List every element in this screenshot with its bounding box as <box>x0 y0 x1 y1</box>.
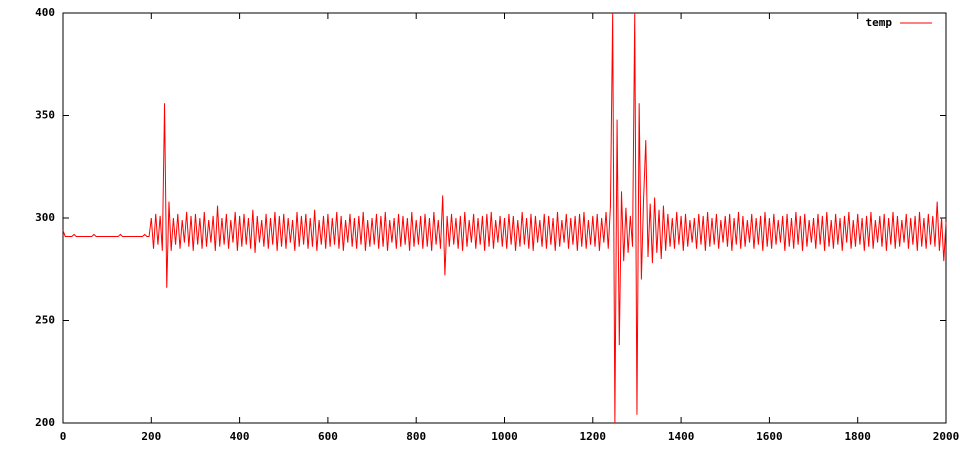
x-tick-label: 1400 <box>668 430 695 443</box>
y-tick-label: 350 <box>35 109 55 122</box>
x-tick-label: 800 <box>406 430 426 443</box>
x-tick-label: 0 <box>60 430 67 443</box>
y-tick-label: 300 <box>35 211 55 224</box>
y-tick-label: 400 <box>35 6 55 19</box>
x-tick-label: 1800 <box>844 430 871 443</box>
x-tick-label: 1200 <box>580 430 607 443</box>
x-tick-label: 600 <box>318 430 338 443</box>
legend-label: temp <box>866 16 893 29</box>
x-tick-label: 2000 <box>933 430 960 443</box>
series-line <box>62 12 947 424</box>
x-tick-label: 400 <box>230 430 250 443</box>
x-tick-label: 1600 <box>756 430 783 443</box>
x-tick-label: 200 <box>141 430 161 443</box>
y-tick-label: 250 <box>35 314 55 327</box>
x-tick-label: 1000 <box>491 430 518 443</box>
y-tick-label: 200 <box>35 416 55 429</box>
